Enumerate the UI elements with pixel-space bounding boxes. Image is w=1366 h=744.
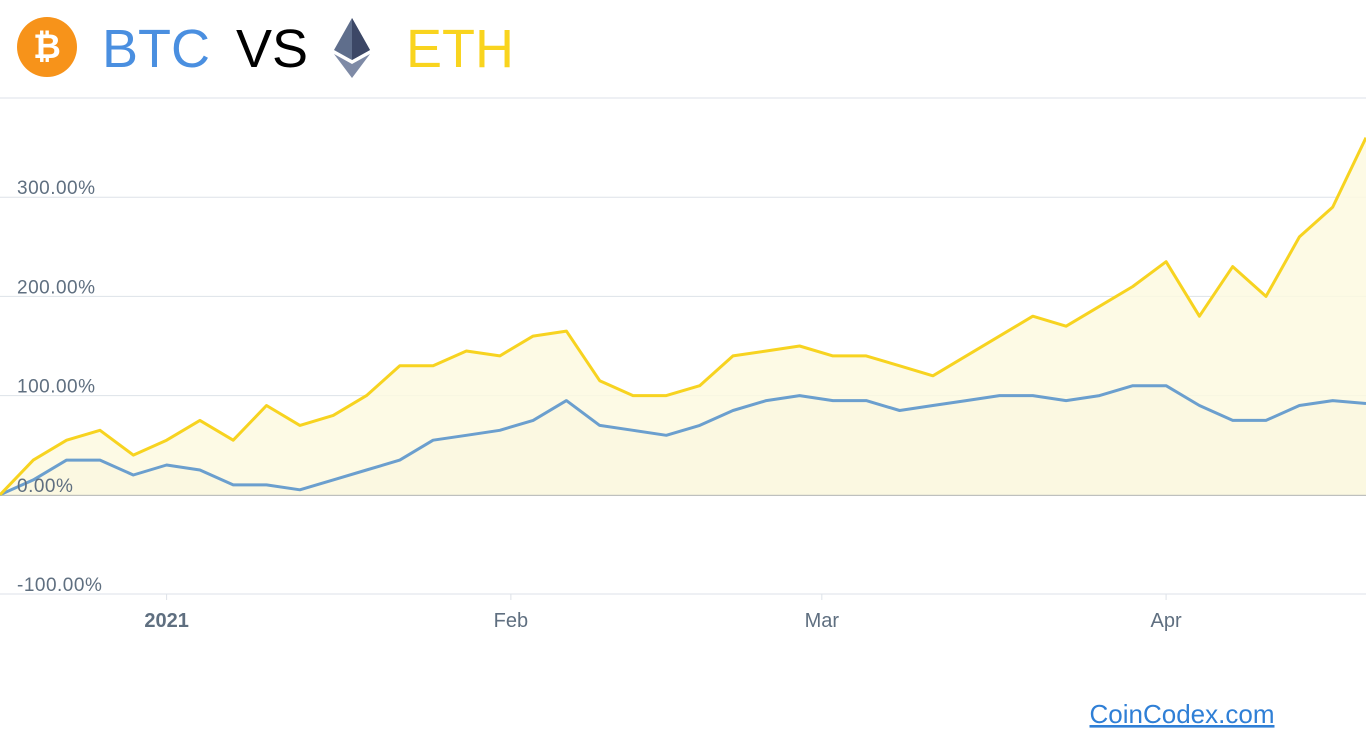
x-tick-label: Mar bbox=[805, 610, 840, 632]
series-line bbox=[0, 137, 1366, 496]
header: ₿ BTC VS ETH bbox=[17, 17, 514, 79]
series-line bbox=[0, 384, 1366, 497]
x-tick-label: Feb bbox=[494, 610, 528, 632]
x-tick-label: 2021 bbox=[144, 610, 189, 632]
y-tick-label: 0.00% bbox=[17, 476, 73, 497]
btc-icon bbox=[17, 17, 77, 77]
x-tick-label: Apr bbox=[1151, 610, 1182, 632]
y-tick-label: 200.00% bbox=[17, 277, 96, 298]
btc-symbol: ₿ bbox=[33, 28, 61, 66]
y-tick-label: -100.00% bbox=[17, 575, 102, 596]
right-coin: ETH bbox=[406, 19, 514, 79]
series-area bbox=[0, 137, 1366, 495]
plot bbox=[0, 97, 1366, 595]
y-tick-label: 300.00% bbox=[17, 178, 96, 199]
y-tick-label: 100.00% bbox=[17, 377, 96, 398]
source-link[interactable]: CoinCodex.com bbox=[1090, 699, 1275, 729]
vs: VS bbox=[236, 19, 308, 79]
eth-icon bbox=[334, 18, 370, 78]
left-coin: BTC bbox=[102, 19, 210, 79]
